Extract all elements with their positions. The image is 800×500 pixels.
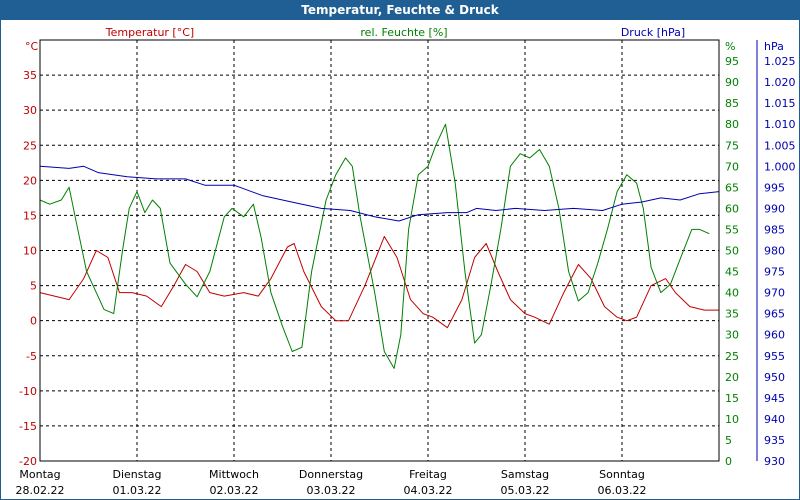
pressure-tick-label: 985: [764, 223, 785, 236]
humidity-tick-label: 95: [725, 55, 739, 68]
temperature-line: [39, 236, 719, 329]
humidity-tick-label: 90: [725, 76, 739, 89]
x-tick-day: Sonntag: [599, 468, 645, 481]
temperature-tick-label: 0: [30, 315, 37, 328]
humidity-tick-label: 20: [725, 371, 739, 384]
x-tick-day: Samstag: [501, 468, 549, 481]
pressure-tick-label: 975: [764, 266, 785, 279]
pressure-tick-label: 1.000: [764, 160, 796, 173]
temperature-tick-label: 15: [23, 209, 37, 222]
humidity-tick-label: 45: [725, 266, 739, 279]
pressure-tick-label: 945: [764, 392, 785, 405]
plot-border: [39, 39, 720, 462]
humidity-tick-label: 80: [725, 118, 739, 131]
humidity-tick-label: 30: [725, 329, 739, 342]
humidity-tick-label: 85: [725, 97, 739, 110]
temperature-tick-label: 5: [30, 280, 37, 293]
temperature-tick-label: 30: [23, 104, 37, 117]
pressure-tick-label: 1.010: [764, 118, 796, 131]
pressure-tick-label: 995: [764, 181, 785, 194]
humidity-tick-label: 40: [725, 287, 739, 300]
humidity-line: [39, 123, 710, 369]
humidity-unit-label: %: [725, 40, 735, 53]
pressure-unit-label: hPa: [764, 40, 784, 53]
temperature-tick-label: -5: [26, 350, 37, 363]
pressure-line: [39, 165, 720, 222]
humidity-tick-label: 10: [725, 413, 739, 426]
series-layer: [39, 123, 720, 369]
humidity-tick-label: 15: [725, 392, 739, 405]
x-tick-day: Donnerstag: [299, 468, 363, 481]
pressure-tick-label: 955: [764, 350, 785, 363]
x-tick-day: Montag: [19, 468, 60, 481]
x-tick-date: 05.03.22: [501, 484, 550, 497]
pressure-tick-label: 1.015: [764, 97, 796, 110]
grid: [40, 40, 719, 461]
x-tick-date: 02.03.22: [210, 484, 259, 497]
pressure-tick-label: 935: [764, 434, 785, 447]
pressure-tick-label: 960: [764, 329, 785, 342]
pressure-tick-label: 965: [764, 308, 785, 321]
pressure-axis-title: Druck [hPa]: [621, 26, 685, 39]
temperature-tick-label: -10: [19, 385, 37, 398]
humidity-tick-label: 55: [725, 223, 739, 236]
temperature-axis-title: Temperatur [°C]: [105, 26, 194, 39]
temperature-tick-label: 20: [23, 174, 37, 187]
x-tick-day: Dienstag: [112, 468, 161, 481]
pressure-tick-label: 1.025: [764, 55, 796, 68]
x-tick-day: Freitag: [409, 468, 447, 481]
humidity-tick-label: 25: [725, 350, 739, 363]
humidity-tick-label: 0: [725, 455, 732, 468]
pressure-tick-label: 970: [764, 287, 785, 300]
temperature-tick-label: 35: [23, 69, 37, 82]
pressure-tick-label: 1.005: [764, 139, 796, 152]
humidity-tick-label: 50: [725, 245, 739, 258]
temperature-tick-label: 10: [23, 245, 37, 258]
x-tick-date: 03.03.22: [307, 484, 356, 497]
humidity-tick-label: 70: [725, 160, 739, 173]
humidity-tick-label: 65: [725, 181, 739, 194]
x-tick-date: 06.03.22: [598, 484, 647, 497]
x-tick-date: 04.03.22: [404, 484, 453, 497]
pressure-tick-label: 950: [764, 371, 785, 384]
pressure-tick-label: 930: [764, 455, 785, 468]
temperature-tick-label: 25: [23, 139, 37, 152]
temperature-tick-label: -20: [19, 455, 37, 468]
pressure-tick-label: 990: [764, 202, 785, 215]
pressure-tick-label: 940: [764, 413, 785, 426]
x-tick-date: 01.03.22: [113, 484, 162, 497]
humidity-tick-label: 5: [725, 434, 732, 447]
chart-title: Temperatur, Feuchte & Druck: [1, 1, 799, 20]
axis-labels: -20 -15 -10 -5 0 5 10 15 20 25 30 35 °C 0 5 10 15 20 25 30 3…: [16, 26, 796, 497]
pressure-tick-label: 1.020: [764, 76, 796, 89]
x-tick-day: Mittwoch: [209, 468, 259, 481]
humidity-tick-label: 60: [725, 202, 739, 215]
temperature-unit-label: °C: [25, 40, 39, 53]
x-tick-date: 28.02.22: [16, 484, 65, 497]
humidity-tick-label: 35: [725, 308, 739, 321]
humidity-axis-title: rel. Feuchte [%]: [360, 26, 447, 39]
temperature-tick-label: -15: [19, 420, 37, 433]
humidity-tick-label: 75: [725, 139, 739, 152]
pressure-tick-label: 980: [764, 245, 785, 258]
